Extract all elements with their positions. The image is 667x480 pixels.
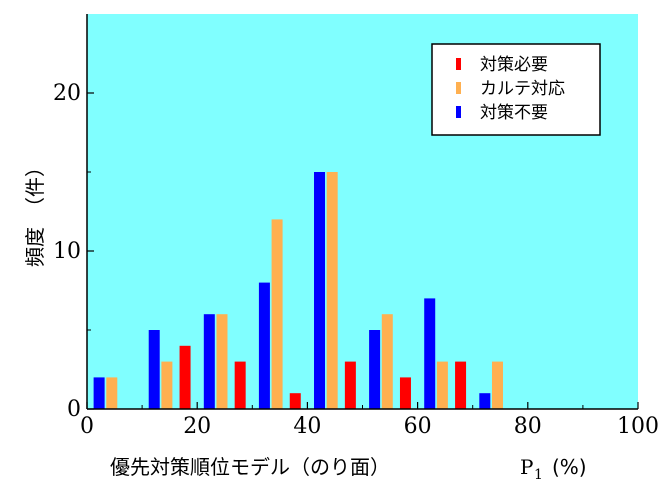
y-tick-label: 20 [53, 81, 81, 106]
y-tick-label: 0 [67, 397, 81, 422]
x-axis-unit: (%) [552, 455, 587, 479]
ticks-group: 0 20 40 60 80 100 0 10 20 [53, 81, 659, 439]
bar-対策不要-0 [93, 377, 105, 409]
bar-カルテ対応-10 [161, 361, 173, 409]
bar-対策不要-60 [424, 298, 436, 409]
x-tick-label: 60 [404, 414, 432, 439]
bar-対策必要-30 [289, 393, 301, 409]
x-tick-label: 0 [80, 414, 94, 439]
bar-カルテ対応-70 [491, 361, 503, 409]
x-axis-variable-subscript: 1 [534, 467, 543, 480]
x-axis-variable: P [520, 455, 533, 479]
bar-カルテ対応-0 [106, 377, 118, 409]
bar-カルテ対応-30 [271, 219, 283, 409]
x-tick-label: 80 [514, 414, 542, 439]
legend-swatch [456, 82, 461, 94]
bars-group [93, 172, 503, 409]
bar-対策不要-20 [203, 314, 215, 409]
bar-対策不要-50 [369, 330, 381, 409]
x-tick-label: 100 [617, 414, 659, 439]
legend-label: 対策必要 [480, 55, 548, 75]
bar-カルテ対応-50 [381, 314, 393, 409]
bar-対策不要-70 [479, 393, 491, 409]
bar-対策不要-10 [148, 330, 160, 409]
legend-swatch [456, 58, 461, 70]
bar-対策必要-40 [344, 361, 356, 409]
x-tick-label: 40 [293, 414, 321, 439]
x-axis-label: 優先対策順位モデル（のり面） [110, 455, 390, 479]
bar-カルテ対応-40 [326, 172, 338, 409]
bar-対策必要-50 [399, 377, 411, 409]
bar-対策不要-30 [258, 282, 270, 409]
bar-対策必要-20 [234, 361, 246, 409]
legend-label: 対策不要 [480, 103, 548, 123]
y-tick-label: 10 [53, 239, 81, 264]
y-axis-label: 頻度 （件） [23, 157, 47, 267]
x-tick-label: 20 [183, 414, 211, 439]
legend-swatch [456, 106, 461, 118]
bar-対策不要-40 [314, 172, 326, 409]
bar-カルテ対応-60 [436, 361, 448, 409]
legend-label: カルテ対応 [480, 79, 565, 99]
bar-カルテ対応-20 [216, 314, 228, 409]
bar-対策必要-60 [455, 361, 467, 409]
bar-対策必要-10 [179, 345, 191, 409]
